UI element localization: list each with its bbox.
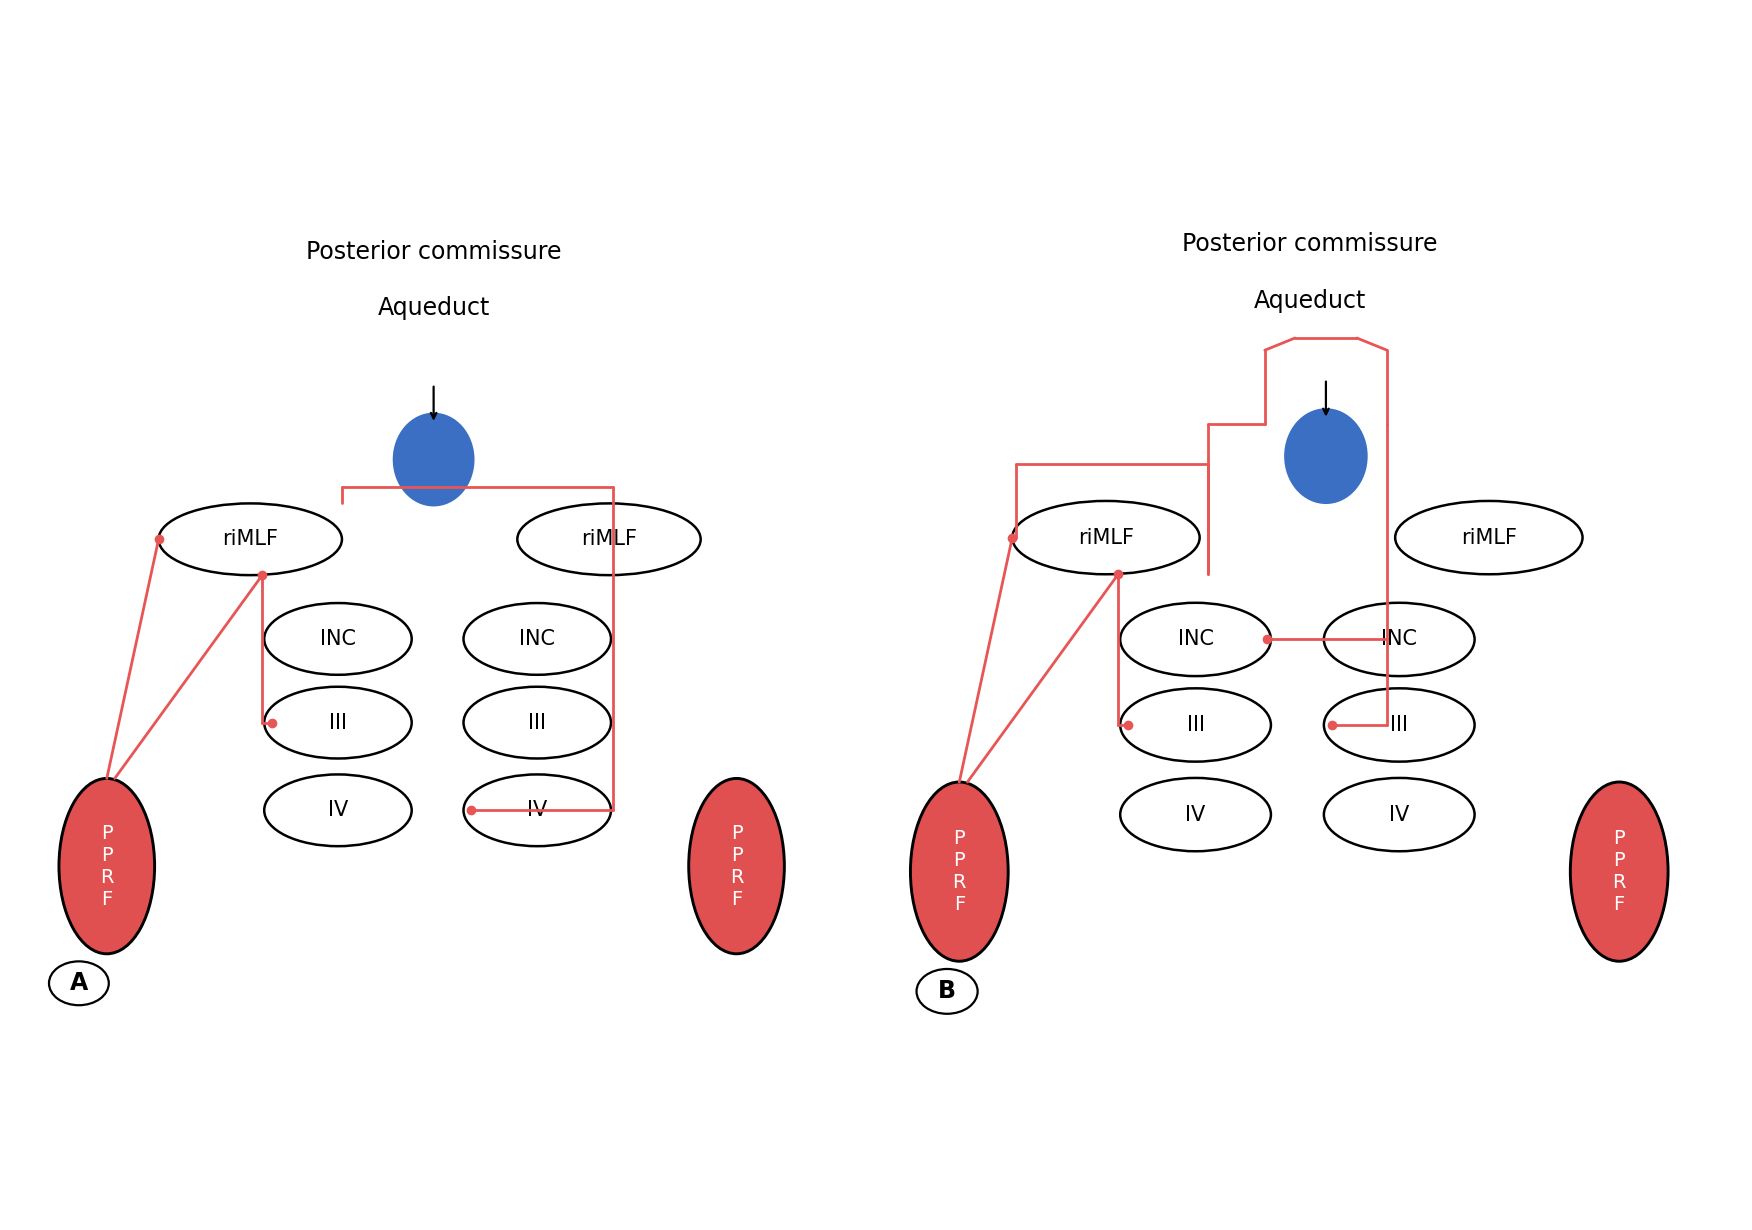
Text: riMLF: riMLF — [1077, 528, 1134, 547]
Ellipse shape — [1570, 782, 1668, 961]
Ellipse shape — [517, 503, 701, 576]
Text: P
P
R
F: P P R F — [731, 824, 743, 909]
Ellipse shape — [464, 686, 611, 759]
Ellipse shape — [1120, 689, 1270, 761]
Ellipse shape — [689, 779, 785, 953]
Text: INC: INC — [519, 629, 555, 649]
Text: B: B — [937, 979, 957, 1004]
Ellipse shape — [1286, 410, 1367, 503]
Ellipse shape — [1120, 603, 1270, 677]
Ellipse shape — [911, 782, 1007, 961]
Text: P
P
R
F: P P R F — [953, 829, 965, 914]
Text: INC: INC — [1177, 630, 1214, 649]
Ellipse shape — [1325, 689, 1475, 761]
Text: INC: INC — [321, 629, 356, 649]
Text: III: III — [1391, 715, 1409, 736]
Ellipse shape — [1120, 777, 1270, 851]
Ellipse shape — [1395, 501, 1582, 574]
Ellipse shape — [159, 503, 342, 576]
Text: IV: IV — [527, 801, 547, 820]
Text: riMLF: riMLF — [223, 529, 279, 550]
Text: P
P
R
F: P P R F — [1612, 829, 1626, 914]
Ellipse shape — [464, 603, 611, 675]
Ellipse shape — [464, 775, 611, 846]
Text: A: A — [70, 972, 88, 995]
Ellipse shape — [265, 686, 412, 759]
Ellipse shape — [60, 779, 154, 953]
Text: Posterior commissure: Posterior commissure — [307, 240, 561, 264]
Text: Posterior commissure: Posterior commissure — [1183, 232, 1437, 256]
Ellipse shape — [265, 775, 412, 846]
Text: P
P
R
F: P P R F — [100, 824, 114, 909]
Ellipse shape — [916, 969, 978, 1014]
Text: III: III — [329, 712, 347, 733]
Ellipse shape — [265, 603, 412, 675]
Ellipse shape — [1013, 501, 1200, 574]
Text: IV: IV — [1389, 804, 1409, 824]
Text: riMLF: riMLF — [1461, 528, 1517, 547]
Ellipse shape — [49, 962, 109, 1005]
Ellipse shape — [1325, 603, 1475, 677]
Text: INC: INC — [1381, 630, 1417, 649]
Text: Aqueduct: Aqueduct — [377, 296, 491, 320]
Text: Aqueduct: Aqueduct — [1253, 289, 1367, 314]
Text: IV: IV — [1186, 804, 1205, 824]
Ellipse shape — [394, 413, 473, 506]
Text: IV: IV — [328, 801, 349, 820]
Text: III: III — [529, 712, 547, 733]
Ellipse shape — [1325, 777, 1475, 851]
Text: III: III — [1186, 715, 1205, 736]
Text: riMLF: riMLF — [582, 529, 638, 550]
